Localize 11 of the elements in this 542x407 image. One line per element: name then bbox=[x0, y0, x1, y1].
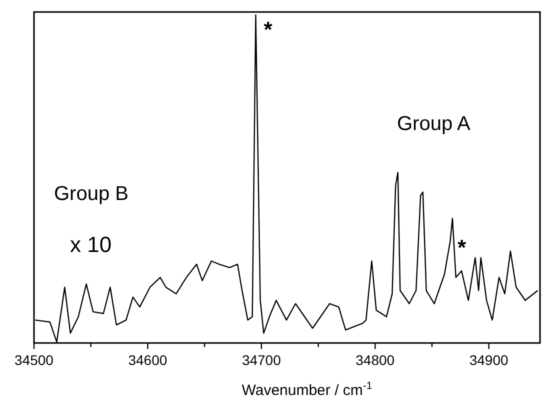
x-tick-label: 34500 bbox=[14, 352, 54, 368]
annotation: * bbox=[264, 17, 273, 42]
x-axis-title: Wavenumber / cm$^{-1}$ bbox=[242, 380, 372, 399]
annotation: * bbox=[458, 234, 467, 260]
x-tick-label: 34600 bbox=[128, 352, 168, 368]
annotation: Group B bbox=[54, 183, 128, 205]
x-tick-label: 34900 bbox=[469, 352, 509, 368]
x-tick-label: 34800 bbox=[356, 352, 395, 368]
x-tick-label: 34700 bbox=[242, 352, 282, 368]
annotation: x 10 bbox=[70, 232, 112, 257]
annotation: Group A bbox=[397, 113, 472, 135]
